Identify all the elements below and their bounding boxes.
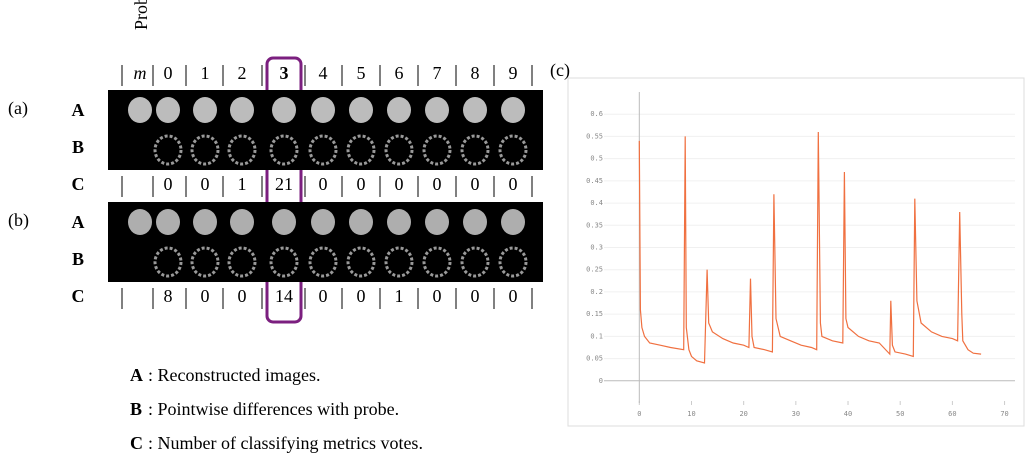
figure: Probe (c) m0123456789(a)ABC00121000000(b… (0, 0, 1030, 459)
reconstruction (349, 209, 373, 235)
y-tick-label: 0.25 (586, 266, 603, 274)
vote-count: 0 (471, 174, 480, 194)
reconstruction (387, 209, 411, 235)
legend-key: A (130, 365, 143, 385)
reconstruction (128, 97, 152, 123)
reconstruction (128, 209, 152, 235)
column-label: 0 (164, 63, 173, 83)
reconstruction (311, 209, 335, 235)
reconstruction (272, 209, 296, 235)
column-label: 8 (471, 63, 480, 83)
reconstruction (193, 97, 217, 123)
reconstruction (501, 209, 525, 235)
vote-count: 0 (319, 174, 328, 194)
y-tick-label: 0 (599, 377, 603, 385)
x-tick-label: 50 (896, 410, 904, 418)
vote-count: 1 (238, 174, 247, 194)
reconstruction (230, 97, 254, 123)
probe-label: Probe (131, 0, 151, 30)
x-tick-label: 60 (948, 410, 956, 418)
vote-count: 0 (164, 174, 173, 194)
row-label: A (72, 100, 85, 120)
x-tick-label: 0 (637, 410, 641, 418)
vote-count: 0 (395, 174, 404, 194)
legend-text: : Reconstructed images. (148, 365, 320, 385)
chart-frame (568, 78, 1024, 426)
legend-key: B (130, 399, 142, 419)
column-label: 1 (201, 63, 210, 83)
x-tick-label: 30 (792, 410, 800, 418)
vote-count: 0 (509, 174, 518, 194)
vote-count: 0 (357, 286, 366, 306)
y-tick-label: 0.2 (590, 288, 603, 296)
reconstruction (272, 97, 296, 123)
panel-label: (a) (8, 98, 28, 119)
reconstruction (501, 97, 525, 123)
vote-count: 0 (201, 286, 210, 306)
vote-count: 1 (395, 286, 404, 306)
column-label: 6 (395, 63, 404, 83)
row-label: A (72, 212, 85, 232)
vote-count: 0 (433, 286, 442, 306)
y-tick-label: 0.55 (586, 132, 603, 140)
column-label: 9 (509, 63, 518, 83)
panel-label: (b) (8, 210, 29, 231)
reconstruction (230, 209, 254, 235)
y-tick-label: 0.05 (586, 355, 603, 363)
vote-count: 0 (357, 174, 366, 194)
reconstruction (463, 97, 487, 123)
vote-count: 0 (433, 174, 442, 194)
row-label: B (72, 249, 84, 269)
panel-label: (c) (550, 60, 570, 81)
reconstruction (425, 97, 449, 123)
legend-key: C (130, 433, 143, 453)
x-tick-label: 10 (687, 410, 695, 418)
column-label: m (134, 63, 147, 83)
column-label: 7 (433, 63, 442, 83)
column-label: 2 (238, 63, 247, 83)
y-tick-label: 0.6 (590, 110, 603, 118)
vote-count: 0 (509, 286, 518, 306)
row-label: C (72, 174, 85, 194)
y-tick-label: 0.1 (590, 332, 603, 340)
column-label: 5 (357, 63, 366, 83)
reconstruction (425, 209, 449, 235)
vote-count: 0 (471, 286, 480, 306)
vote-count: 0 (201, 174, 210, 194)
x-tick-label: 20 (739, 410, 747, 418)
column-label: 3 (280, 63, 289, 83)
reconstruction (349, 97, 373, 123)
y-tick-label: 0.35 (586, 221, 603, 229)
vote-count: 21 (275, 174, 293, 194)
y-tick-label: 0.15 (586, 310, 603, 318)
x-tick-label: 70 (1000, 410, 1008, 418)
y-tick-label: 0.3 (590, 244, 603, 252)
vote-count: 0 (319, 286, 328, 306)
legend-text: : Pointwise differences with probe. (148, 399, 399, 419)
reconstruction (156, 97, 180, 123)
x-tick-label: 40 (844, 410, 852, 418)
vote-count: 14 (275, 286, 293, 306)
column-label: 4 (319, 63, 328, 83)
y-tick-label: 0.4 (590, 199, 603, 207)
legend-text: : Number of classifying metrics votes. (148, 433, 423, 453)
y-tick-label: 0.45 (586, 177, 603, 185)
row-label: B (72, 137, 84, 157)
reconstruction (156, 209, 180, 235)
reconstruction (193, 209, 217, 235)
vote-count: 0 (238, 286, 247, 306)
vote-count: 8 (164, 286, 173, 306)
row-label: C (72, 286, 85, 306)
reconstruction (463, 209, 487, 235)
y-tick-label: 0.5 (590, 155, 603, 163)
reconstruction (311, 97, 335, 123)
reconstruction (387, 97, 411, 123)
